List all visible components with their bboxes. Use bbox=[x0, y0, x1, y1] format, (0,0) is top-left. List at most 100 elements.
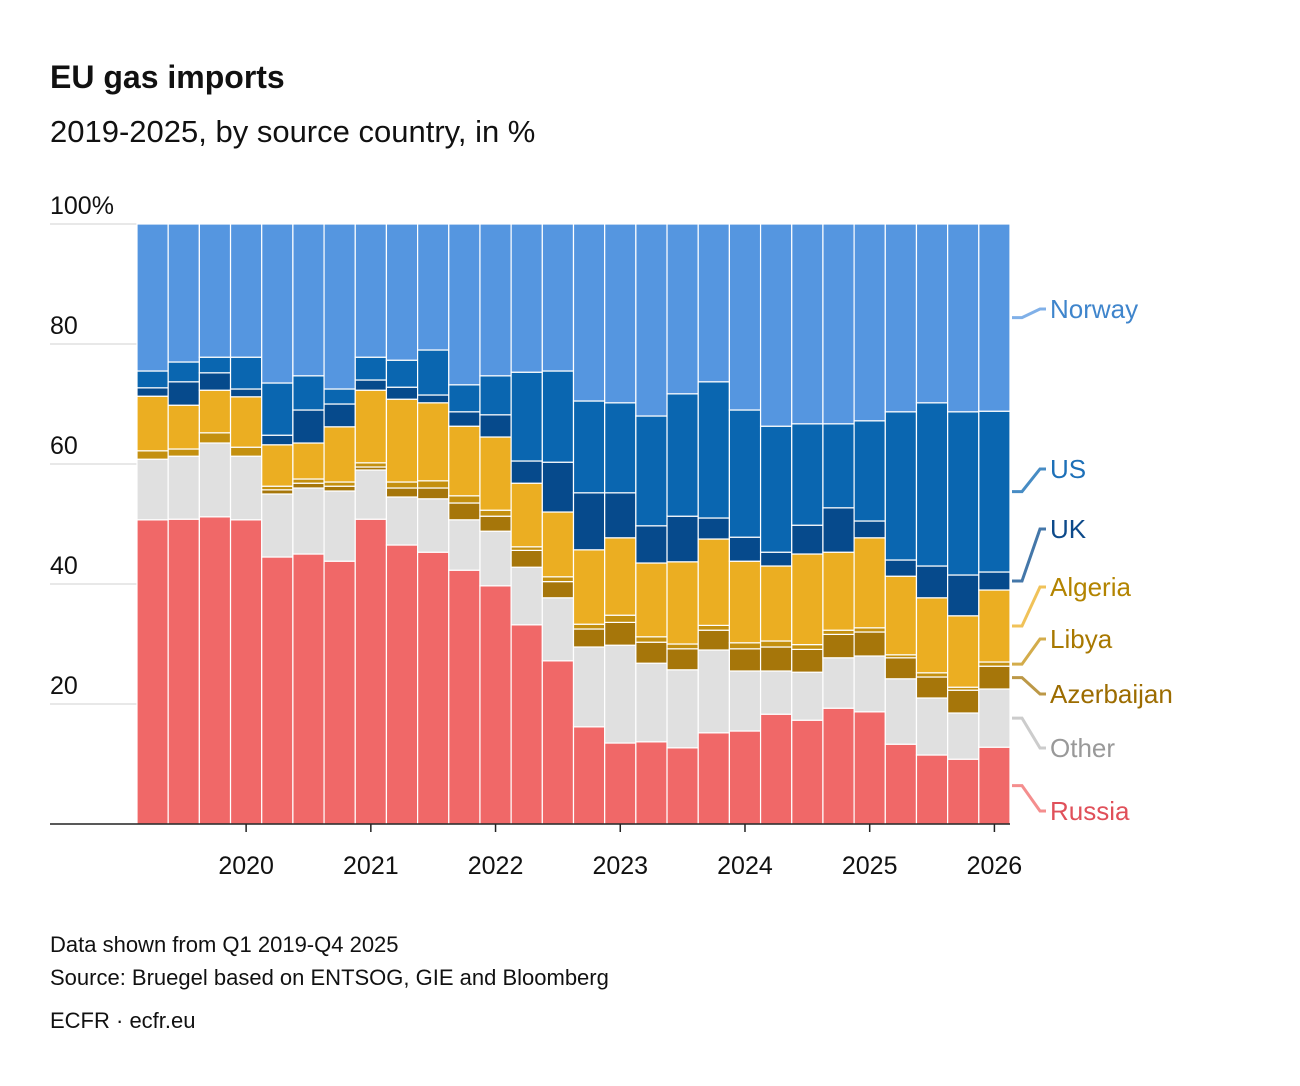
bar-segment bbox=[417, 402, 450, 482]
bar-segment bbox=[759, 565, 793, 642]
bar-segment bbox=[697, 381, 730, 519]
bar-segment bbox=[572, 492, 606, 551]
legend-label: UK bbox=[1050, 514, 1087, 544]
bar-segment bbox=[167, 361, 200, 383]
bar-segment bbox=[229, 396, 263, 448]
bar-segment bbox=[822, 633, 855, 659]
bar-segment bbox=[947, 574, 980, 617]
bar-segment bbox=[417, 551, 450, 825]
bar-segment bbox=[915, 565, 949, 599]
bar-segment bbox=[198, 389, 232, 434]
bar-segment bbox=[884, 559, 918, 577]
y-tick-label: 20 bbox=[50, 672, 78, 700]
bar-segment bbox=[822, 707, 855, 825]
bar-segment bbox=[604, 742, 637, 825]
bar-segment bbox=[261, 493, 294, 558]
bar-segment bbox=[978, 746, 1011, 825]
bar-segment bbox=[697, 649, 730, 734]
bar-segment bbox=[167, 223, 200, 363]
bar-segment bbox=[791, 643, 824, 650]
bar-segment bbox=[136, 387, 169, 397]
bar-segment bbox=[292, 223, 325, 377]
legend-label: Russia bbox=[1050, 796, 1130, 826]
bar-segment bbox=[791, 553, 824, 646]
bar-segment bbox=[915, 676, 949, 699]
bar-segment bbox=[448, 495, 481, 504]
bar-segment bbox=[261, 489, 294, 495]
bar-segment bbox=[572, 628, 606, 648]
bar-segment bbox=[978, 410, 1011, 573]
bar-segment bbox=[354, 379, 388, 391]
bar-segment bbox=[635, 741, 668, 825]
bar-segment bbox=[229, 388, 263, 398]
bar-segment bbox=[167, 455, 200, 520]
bar-segment bbox=[915, 754, 949, 825]
bar-segment bbox=[261, 444, 294, 487]
bar-segment bbox=[167, 404, 200, 450]
bar-segment bbox=[853, 223, 886, 422]
bar-segment bbox=[292, 442, 325, 480]
bar-segment bbox=[354, 518, 388, 825]
bar-segment bbox=[978, 589, 1011, 663]
bar-segment bbox=[759, 551, 793, 567]
legend-label: Norway bbox=[1050, 294, 1138, 324]
bar-segment bbox=[853, 520, 886, 539]
bar-segment bbox=[541, 660, 575, 825]
bar-segment bbox=[167, 381, 200, 406]
bar-segment bbox=[292, 409, 325, 444]
x-tick-label: 2026 bbox=[967, 852, 1023, 880]
bar-segment bbox=[697, 517, 730, 540]
bar-segment bbox=[915, 597, 949, 674]
bar-segment bbox=[541, 576, 575, 583]
bar-segment bbox=[479, 530, 512, 587]
bar-segment bbox=[198, 442, 232, 518]
bar-segment bbox=[947, 689, 980, 714]
bar-segment bbox=[385, 544, 419, 825]
bar-segment bbox=[822, 629, 855, 636]
bar-segment bbox=[853, 627, 886, 633]
bar-segment bbox=[198, 432, 232, 444]
bar-segment bbox=[323, 490, 356, 562]
bar-segment bbox=[136, 223, 169, 372]
x-tick-label: 2022 bbox=[468, 852, 524, 880]
bar-segment bbox=[947, 411, 980, 576]
bar-segment bbox=[791, 648, 824, 673]
bar-segment bbox=[510, 482, 543, 548]
bar-segment bbox=[853, 537, 886, 629]
bar-segment bbox=[728, 730, 762, 825]
legend-leader bbox=[1012, 784, 1046, 813]
bar-segment bbox=[759, 646, 793, 672]
bar-segment bbox=[385, 398, 419, 483]
bar-segment bbox=[728, 648, 762, 672]
bar-segment bbox=[417, 480, 450, 489]
bar-segment bbox=[385, 481, 419, 489]
bar-segment bbox=[728, 560, 762, 644]
x-tick-label: 2021 bbox=[343, 852, 399, 880]
bar-segment bbox=[229, 446, 263, 457]
bar-segment bbox=[136, 458, 169, 521]
bar-segment bbox=[884, 575, 918, 656]
bar-segment bbox=[323, 485, 356, 492]
footnote: Source: Bruegel based on ENTSOG, GIE and… bbox=[50, 965, 609, 990]
bar-segment bbox=[604, 402, 637, 494]
bar-segment bbox=[666, 669, 699, 749]
bar-segment bbox=[323, 481, 356, 487]
bar-segment bbox=[697, 732, 730, 825]
bar-segment bbox=[915, 697, 949, 756]
bar-segment bbox=[385, 223, 419, 361]
bar-segment bbox=[635, 525, 668, 564]
bar-segment bbox=[541, 511, 575, 578]
bar-segment bbox=[354, 462, 388, 468]
bar-segment bbox=[728, 536, 762, 562]
bar-segment bbox=[791, 524, 824, 555]
bar-segment bbox=[572, 623, 606, 630]
bar-segment bbox=[884, 223, 918, 413]
bar-segment bbox=[510, 223, 543, 373]
bar-segment bbox=[666, 643, 699, 650]
bar-segment bbox=[915, 402, 949, 567]
bar-segment bbox=[136, 395, 169, 452]
bar-segment bbox=[354, 469, 388, 520]
bar-segment bbox=[978, 223, 1011, 412]
bar-segment bbox=[323, 388, 356, 405]
